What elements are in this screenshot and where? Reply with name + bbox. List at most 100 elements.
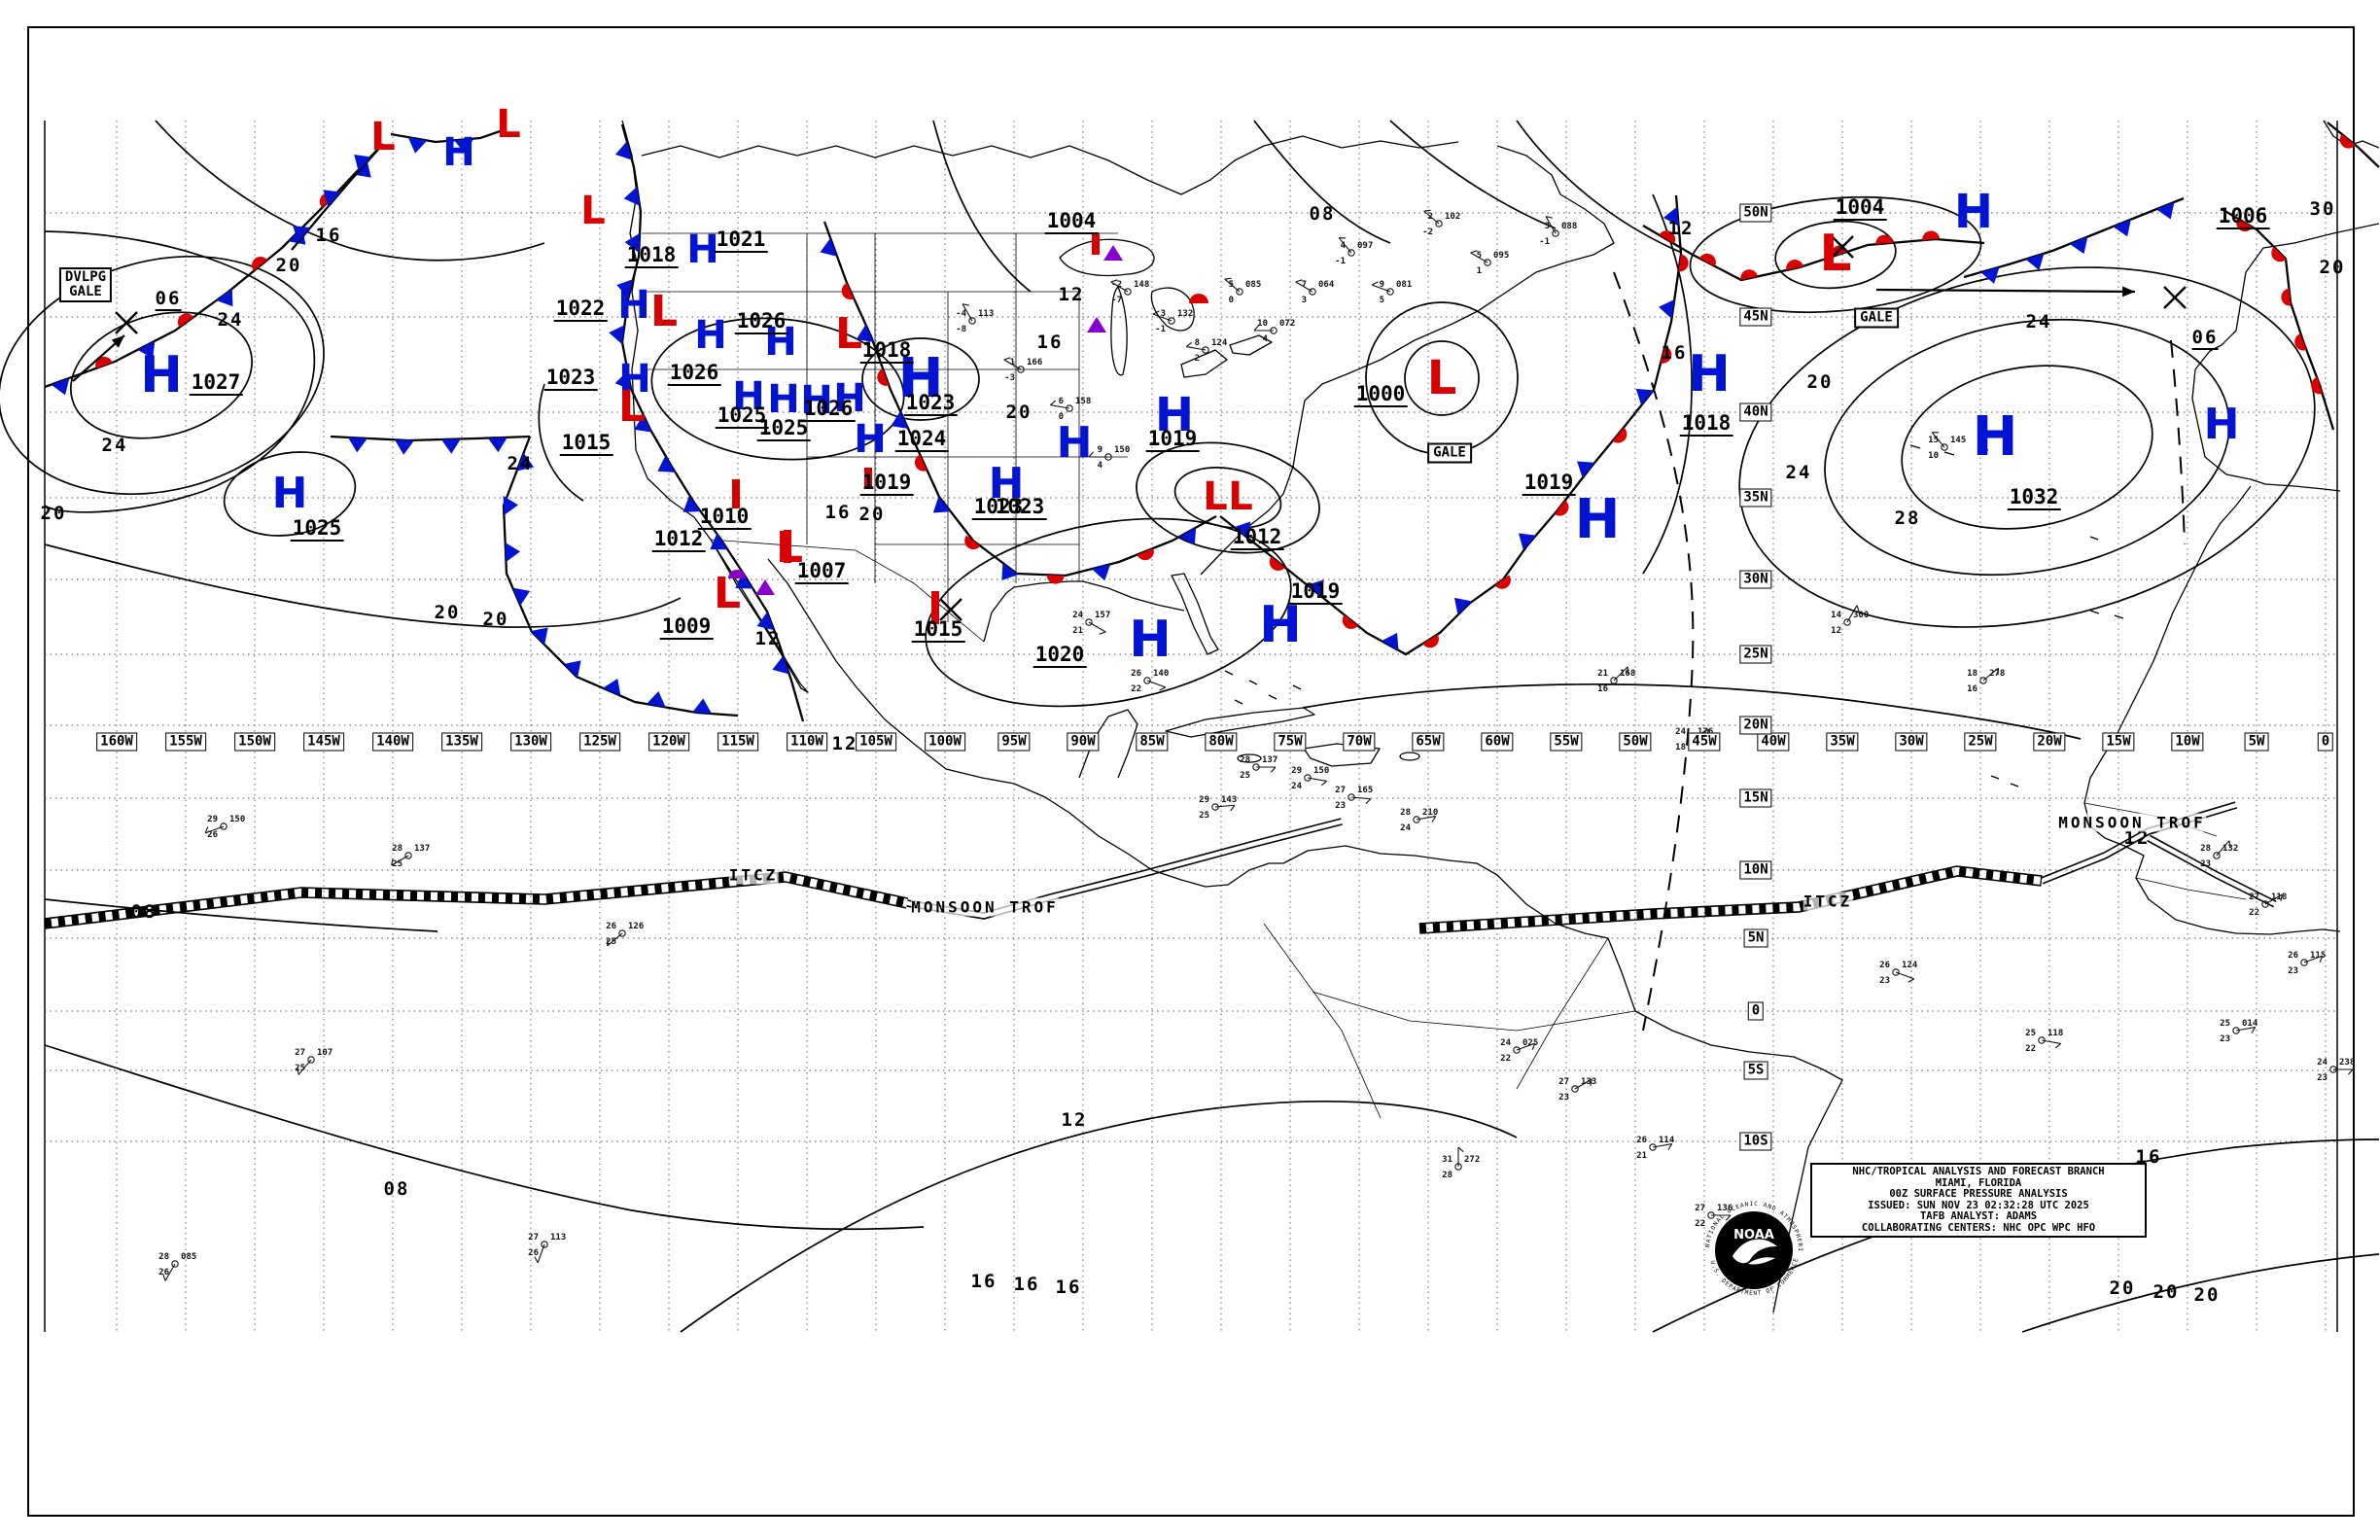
isobar-contour-label: 08 — [383, 1178, 410, 1200]
svg-text:28: 28 — [392, 844, 402, 854]
svg-text:25: 25 — [1240, 771, 1250, 781]
svg-text:025: 025 — [1522, 1038, 1538, 1048]
isobar-contour-label: 16 — [824, 502, 852, 523]
svg-text:9: 9 — [1098, 445, 1102, 455]
lon-label-85W: 85W — [1136, 732, 1169, 752]
high-center: H — [686, 228, 719, 272]
station-plot: 28 132 23 — [2200, 840, 2238, 869]
svg-text:6: 6 — [1059, 397, 1064, 406]
lon-label-160W: 160W — [96, 732, 137, 752]
station-plot: 26 114 21 — [1636, 1136, 1675, 1161]
svg-text:114: 114 — [1659, 1136, 1675, 1145]
high-center: H — [694, 313, 727, 358]
annotation-dvlpg-gale: DVLPG GALE — [58, 267, 113, 302]
svg-text:25: 25 — [295, 1064, 305, 1073]
svg-text:24: 24 — [1400, 823, 1411, 833]
pressure-value-label: 1019 — [1145, 427, 1200, 452]
lon-label-40W: 40W — [1757, 732, 1790, 752]
svg-text:150: 150 — [1114, 445, 1130, 455]
station-plot: 24 157 21 — [1072, 611, 1110, 636]
svg-text:124: 124 — [1211, 338, 1228, 348]
pressure-value-label: 1004 — [1044, 209, 1099, 234]
svg-text:16: 16 — [1967, 684, 1978, 694]
station-plot: 27 136 22 — [1695, 1204, 1732, 1229]
isobar-contour-label: 16 — [1013, 1274, 1040, 1295]
svg-text:25: 25 — [2025, 1029, 2036, 1038]
svg-text:132: 132 — [1177, 309, 1193, 319]
high-center: H — [1129, 611, 1172, 669]
svg-text:28: 28 — [1240, 755, 1250, 765]
svg-text:158: 158 — [1075, 397, 1091, 406]
lon-label-25W: 25W — [1964, 732, 1997, 752]
noaa-logo-text: NOAA — [1733, 1228, 1774, 1242]
svg-text:168: 168 — [1620, 669, 1635, 679]
low-center: L — [1426, 351, 1457, 405]
station-plot: 3 088 -1 — [1539, 216, 1577, 247]
high-center: H — [1574, 488, 1621, 551]
lat-label-0: 0 — [1747, 1001, 1765, 1021]
isobar-contour-label: 12 — [2123, 827, 2151, 849]
pressure-value-label: 1032 — [2007, 485, 2061, 510]
pressure-value-label: 1025 — [756, 416, 811, 441]
lat-label-15N: 15N — [1739, 788, 1772, 808]
high-center: H — [1259, 596, 1302, 654]
pressure-value-label: 1024 — [894, 427, 949, 452]
info-centers: COLLABORATING CENTERS: NHC OPC WPC HFO — [1861, 1221, 2096, 1234]
isobar-contour-label: 06 — [2191, 327, 2219, 350]
svg-text:26: 26 — [606, 922, 616, 931]
svg-text:140: 140 — [1153, 669, 1169, 679]
svg-text:26: 26 — [528, 1248, 539, 1258]
itcz-bands — [44, 801, 2277, 934]
svg-text:23: 23 — [2220, 1034, 2230, 1044]
isobar-contour-label: 24 — [217, 309, 244, 331]
pressure-value-label: 1007 — [794, 559, 849, 584]
station-plot: 26 115 23 — [2288, 951, 2326, 976]
high-center: H — [732, 374, 765, 419]
pressure-value-label: 1004 — [1833, 195, 1887, 221]
svg-text:9: 9 — [1380, 280, 1384, 290]
isobar-contour-label: 24 — [1785, 462, 1812, 483]
trough-dashed-lines — [1613, 271, 2186, 1032]
station-plot: 24 025 22 — [1500, 1038, 1538, 1064]
annotation-itcz: ITCZ — [728, 865, 779, 885]
isobar-contour-label: 16 — [970, 1271, 998, 1292]
high-center: H — [1953, 185, 1994, 239]
svg-text:143: 143 — [1221, 795, 1237, 805]
svg-text:23: 23 — [1335, 801, 1346, 811]
chart-outer-frame — [27, 26, 2355, 1517]
isobar-contour-label: 20 — [2319, 257, 2346, 278]
svg-text:064: 064 — [1318, 280, 1335, 290]
svg-text:3: 3 — [1302, 296, 1307, 305]
station-plot: 27 165 23 — [1335, 786, 1373, 811]
svg-text:26: 26 — [2288, 951, 2298, 961]
pressure-value-label: 1026 — [734, 309, 788, 334]
info-branch: NHC/TROPICAL ANALYSIS AND FORECAST BRANC… — [1852, 1166, 2105, 1177]
lat-label-35N: 35N — [1739, 488, 1772, 508]
isobar-contour-label: 12 — [1061, 1109, 1088, 1131]
svg-text:113: 113 — [978, 309, 994, 319]
svg-text:29: 29 — [207, 815, 218, 824]
svg-text:25: 25 — [606, 937, 616, 947]
svg-text:4: 4 — [1263, 334, 1269, 344]
svg-text:-2: -2 — [1422, 228, 1433, 237]
pressure-value-label: 1025 — [715, 403, 769, 429]
station-plot: 29 150 24 — [1291, 766, 1329, 791]
svg-text:088: 088 — [1561, 222, 1577, 231]
svg-text:137: 137 — [414, 844, 430, 854]
lon-label-105W: 105W — [856, 732, 896, 752]
svg-text:148: 148 — [1134, 280, 1149, 290]
lon-label-15W: 15W — [2102, 732, 2135, 752]
lon-label-135W: 135W — [441, 732, 482, 752]
pressure-value-label: 1010 — [697, 505, 752, 530]
svg-text:176: 176 — [1698, 727, 1713, 737]
station-plot: 29 143 25 — [1199, 795, 1237, 821]
lat-label-10N: 10N — [1739, 860, 1772, 880]
high-center: H — [1972, 405, 2018, 469]
svg-text:165: 165 — [1357, 786, 1373, 795]
high-center: H — [1154, 388, 1195, 442]
svg-text:27: 27 — [1695, 1204, 1705, 1213]
svg-text:24: 24 — [1500, 1038, 1511, 1048]
station-plot: 8 124 2 — [1185, 338, 1228, 364]
svg-text:-4: -4 — [956, 309, 966, 319]
